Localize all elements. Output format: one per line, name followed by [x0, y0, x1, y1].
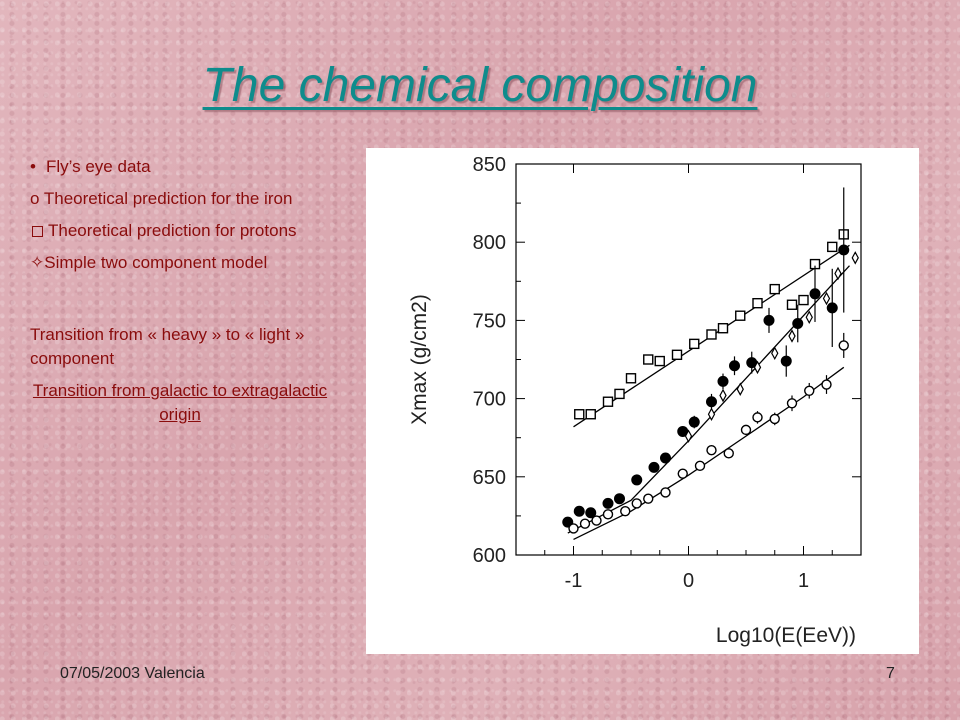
fit-line	[567, 265, 850, 534]
data-point-square	[689, 338, 700, 350]
bullet-flys-eye: • Fly’s eye data	[30, 155, 330, 179]
bullet-text: Theoretical prediction for the iron	[43, 189, 293, 208]
data-point-square	[625, 373, 637, 384]
data-point-square	[574, 409, 585, 420]
data-point-open-circle	[568, 523, 579, 534]
x-axis-label: Log10(E(EeV))	[716, 624, 856, 647]
data-point-open-circle	[602, 509, 614, 520]
data-point-square	[643, 354, 654, 365]
bullet-dot-icon: •	[30, 157, 36, 176]
data-point-filled-circle	[631, 474, 643, 486]
x-tick-label: 1	[798, 570, 809, 592]
data-point-filled-circle	[838, 244, 850, 256]
data-point-filled-circle	[585, 507, 597, 519]
data-point-square	[602, 396, 614, 407]
data-point-square	[717, 323, 729, 334]
bullet-two-component: ✧Simple two component model	[30, 251, 330, 275]
bullet-text: Simple two component model	[44, 253, 268, 272]
data-point-diamond	[805, 310, 813, 325]
data-point-square	[827, 241, 838, 253]
slide-title: The chemical composition	[202, 59, 758, 112]
bullet-o-icon: o	[30, 189, 44, 208]
data-point-filled-circle	[826, 302, 838, 314]
data-point-open-circle	[838, 340, 849, 351]
data-point-diamond	[719, 388, 727, 403]
data-point-square	[735, 310, 746, 321]
data-point-open-circle	[643, 493, 654, 504]
data-point-open-circle	[752, 412, 763, 423]
data-point-square	[614, 388, 625, 400]
data-point-square	[769, 283, 780, 295]
data-point-filled-circle	[717, 375, 729, 387]
data-point-filled-circle	[688, 416, 700, 428]
data-point-diamond	[822, 291, 831, 306]
data-point-filled-circle	[792, 318, 804, 330]
data-point-filled-circle	[809, 288, 821, 300]
data-point-square	[786, 299, 798, 310]
data-point-open-circle	[821, 379, 832, 390]
xmax-chart: 600 650 700 750 800 850 -1 0 1 Log10(E(EeV)) Xmax …	[408, 154, 862, 647]
data-point-filled-circle	[660, 452, 671, 464]
data-point-filled-circle	[706, 396, 717, 408]
y-tick-label: 650	[473, 467, 506, 489]
y-tick-label: 850	[473, 154, 506, 176]
data-point-open-circle	[579, 518, 591, 529]
y-tick-label: 600	[473, 545, 506, 567]
data-point-filled-circle	[648, 461, 660, 473]
footer-date-location: 07/05/2003 Valencia	[60, 665, 205, 682]
data-point-square	[752, 297, 763, 309]
data-point-open-circle	[620, 506, 631, 517]
data-point-square	[654, 355, 665, 367]
data-point-diamond	[707, 407, 716, 421]
data-point-open-circle	[769, 413, 780, 425]
data-point-diamond	[834, 266, 842, 281]
data-point-filled-circle	[573, 505, 585, 517]
data-point-diamond	[771, 346, 779, 360]
data-point-diamond	[753, 360, 762, 375]
data-point-diamond	[684, 429, 693, 443]
data-point-open-circle	[723, 448, 734, 459]
y-axis-label: Xmax (g/cm2)	[408, 294, 431, 425]
bullet-star-icon: ✧	[30, 253, 45, 272]
transition-text: Transition from « heavy » to « light » c…	[30, 325, 305, 368]
data-point-diamond	[736, 382, 744, 396]
data-point-filled-circle	[602, 497, 614, 509]
data-point-open-circle	[660, 487, 671, 498]
data-point-open-circle	[694, 460, 706, 472]
data-point-diamond	[851, 251, 859, 265]
chart-panel: 600 650 700 750 800 850 -1 0 1 Log10(E(EeV)) Xmax …	[366, 148, 919, 654]
data-point-filled-circle	[780, 355, 792, 367]
y-tick-label: 800	[473, 232, 506, 254]
x-tick-label: -1	[565, 570, 583, 592]
data-point-open-circle	[591, 515, 602, 526]
data-point-open-circle	[631, 498, 642, 509]
data-point-diamond	[788, 329, 796, 343]
data-point-square	[671, 349, 683, 361]
page-number: 7	[886, 665, 895, 682]
data-point-open-circle	[804, 385, 815, 396]
data-point-square	[706, 329, 717, 340]
left-panel: • Fly’s eye data o Theoretical prediction…	[30, 155, 330, 435]
data-point-open-circle	[677, 468, 688, 479]
bullet-protons: Theoretical prediction for protons	[30, 219, 330, 243]
data-point-square	[585, 409, 596, 420]
data-point-open-circle	[740, 424, 752, 436]
bullet-text: Fly’s eye data	[46, 157, 151, 176]
data-point-square	[798, 294, 809, 306]
data-point-open-circle	[706, 445, 717, 456]
x-tick-label: 0	[683, 570, 694, 592]
data-point-filled-circle	[729, 360, 740, 372]
data-point-filled-circle	[763, 314, 775, 326]
y-tick-label: 750	[473, 310, 506, 332]
bullet-square-icon	[32, 225, 43, 237]
data-point-open-circle	[786, 398, 798, 409]
transition-link: Transition from galactic to extragalacti…	[32, 381, 328, 424]
bullet-iron: o Theoretical prediction for the iron	[30, 187, 330, 211]
bullet-text: Theoretical prediction for protons	[48, 221, 297, 240]
plot-frame	[515, 163, 862, 556]
y-tick-label: 700	[473, 389, 506, 411]
data-point-filled-circle	[614, 493, 625, 505]
